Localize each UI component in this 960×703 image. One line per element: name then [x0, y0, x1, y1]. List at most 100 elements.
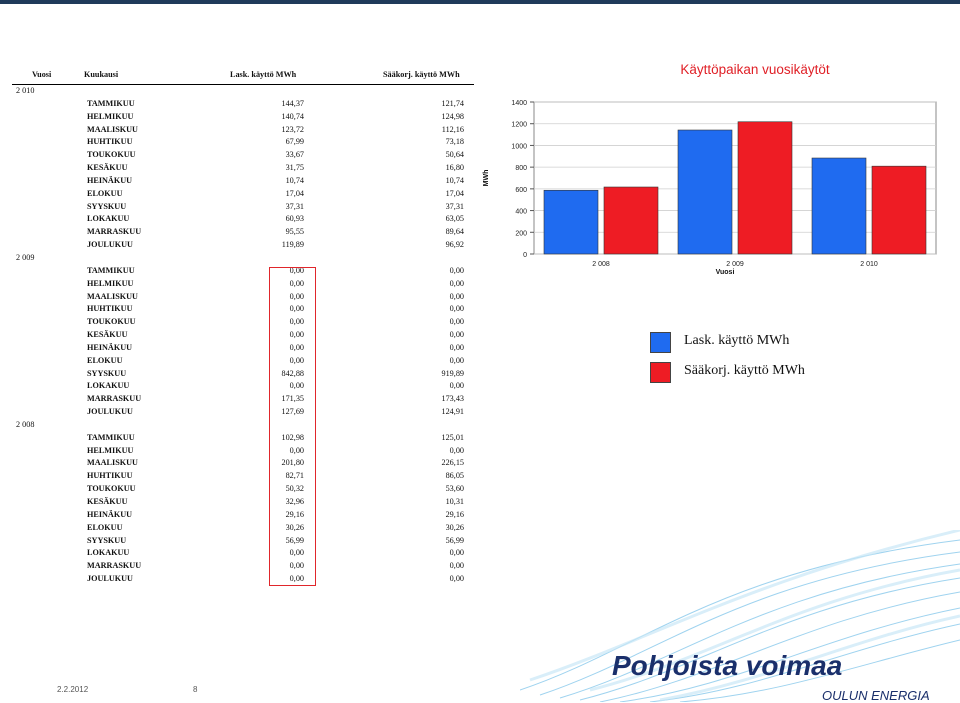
calc-usage-cell: 0,00	[289, 265, 304, 275]
month-cell: MAALISKUU	[87, 458, 138, 468]
calc-usage-cell: 0,00	[289, 548, 304, 558]
table-row: HELMIKUU 0,00 0,00	[12, 278, 474, 291]
calc-usage-cell: 30,26	[285, 522, 304, 532]
month-cell: HELMIKUU	[87, 445, 134, 455]
y-tick-label: 400	[515, 209, 527, 216]
calc-usage-cell: 171,35	[281, 394, 304, 404]
month-cell: ELOKUU	[87, 522, 123, 532]
corrected-usage-cell: 16,80	[445, 163, 464, 173]
month-cell: TAMMIKUU	[87, 265, 135, 275]
calc-usage-cell: 95,55	[285, 227, 304, 237]
legend-swatch-red	[650, 362, 671, 383]
year-row: 2 010	[12, 85, 474, 98]
x-tick-label: 2 009	[726, 261, 744, 268]
table-row: MAALISKUU 123,72 112,16	[12, 124, 474, 137]
corrected-usage-cell: 0,00	[449, 304, 464, 314]
corrected-usage-cell: 96,92	[445, 240, 464, 250]
x-tick-label: 2 010	[860, 261, 878, 268]
calc-usage-cell: 32,96	[285, 497, 304, 506]
calc-usage-cell: 140,74	[281, 111, 304, 121]
calc-usage-cell: 0,00	[289, 574, 304, 584]
calc-usage-cell: 0,00	[289, 445, 304, 455]
corrected-usage-cell: 50,64	[445, 150, 464, 160]
highlight-box	[269, 267, 316, 586]
month-cell: HEINÄKUU	[87, 342, 133, 352]
table-row: TOUKOKUU 33,67 50,64	[12, 149, 474, 162]
calc-usage-cell: 10,74	[285, 175, 304, 185]
calc-usage-cell: 82,71	[285, 471, 304, 481]
bar	[737, 121, 793, 255]
month-cell: SYYSKUU	[87, 368, 127, 378]
corrected-usage-cell: 56,99	[445, 535, 464, 545]
month-cell: MARRASKUU	[87, 394, 142, 404]
table-row: HEINÄKUU 10,74 10,74	[12, 175, 474, 188]
corrected-usage-cell: 226,15	[441, 458, 464, 468]
corrected-usage-cell: 0,00	[449, 445, 464, 455]
calc-usage-cell: 0,00	[289, 355, 304, 365]
year-label: 2 008	[16, 419, 35, 429]
bar	[677, 129, 733, 255]
y-tick-label: 0	[523, 252, 527, 259]
table-header: Vuosi Kuukausi Lask. käyttö MWh Sääkorj.…	[12, 67, 474, 85]
corrected-usage-cell: 0,00	[449, 355, 464, 365]
table-row: KESÄKUU 31,75 16,80	[12, 162, 474, 175]
plot-area	[533, 101, 937, 255]
corrected-usage-cell: 0,00	[449, 342, 464, 352]
table-row: HEINÄKUU 0,00 0,00	[12, 342, 474, 355]
table-row: MAALISKUU 201,80 226,15	[12, 457, 474, 470]
corrected-usage-cell: 73,18	[445, 137, 464, 147]
month-cell: MARRASKUU	[87, 561, 142, 571]
calc-usage-cell: 31,75	[285, 163, 304, 173]
corrected-usage-cell: 173,43	[441, 394, 464, 404]
table-row: TOUKOKUU 0,00 0,00	[12, 316, 474, 329]
table-row: TAMMIKUU 144,37 121,74	[12, 98, 474, 111]
calc-usage-cell: 56,99	[285, 535, 304, 545]
month-cell: HUHTIKUU	[87, 137, 133, 147]
corrected-usage-cell: 121,74	[441, 98, 464, 108]
calc-usage-cell: 67,99	[285, 137, 304, 147]
consumption-table: Vuosi Kuukausi Lask. käyttö MWh Sääkorj.…	[12, 67, 474, 586]
month-cell: SYYSKUU	[87, 201, 127, 211]
month-cell: LOKAKUU	[87, 548, 130, 558]
y-tick-label: 800	[515, 165, 527, 172]
table-row: TAMMIKUU 0,00 0,00	[12, 265, 474, 278]
table-row: HELMIKUU 140,74 124,98	[12, 111, 474, 124]
table-row: HEINÄKUU 29,16 29,16	[12, 509, 474, 522]
table-row: ELOKUU 0,00 0,00	[12, 355, 474, 368]
corrected-usage-cell: 37,31	[445, 201, 464, 211]
calc-usage-cell: 144,37	[281, 98, 304, 108]
header-year: Vuosi	[32, 70, 52, 79]
month-cell: MAALISKUU	[87, 124, 138, 134]
corrected-usage-cell: 0,00	[449, 317, 464, 327]
table-row: JOULUKUU 127,69 124,91	[12, 406, 474, 419]
y-tick-label: 1200	[511, 122, 527, 129]
month-cell: KESÄKUU	[87, 330, 128, 340]
calc-usage-cell: 102,98	[281, 432, 304, 442]
table-row: LOKAKUU 60,93 63,05	[12, 213, 474, 226]
month-cell: TOUKOKUU	[87, 150, 136, 160]
calc-usage-cell: 842,88	[281, 368, 304, 378]
corrected-usage-cell: 0,00	[449, 381, 464, 391]
month-cell: TAMMIKUU	[87, 432, 135, 442]
calc-usage-cell: 0,00	[289, 291, 304, 301]
calc-usage-cell: 127,69	[281, 407, 304, 417]
header-calc-usage: Lask. käyttö MWh	[230, 70, 297, 79]
calc-usage-cell: 33,67	[285, 150, 304, 160]
month-cell: MAALISKUU	[87, 291, 138, 301]
corrected-usage-cell: 0,00	[449, 548, 464, 558]
table-body: 2 010 TAMMIKUU 144,37 121,74 HELMIKUU 140,74 1…	[12, 85, 474, 586]
calc-usage-cell: 17,04	[285, 188, 304, 198]
corrected-usage-cell: 112,16	[441, 124, 464, 134]
month-cell: ELOKUU	[87, 188, 123, 198]
month-cell: SYYSKUU	[87, 535, 127, 545]
calc-usage-cell: 0,00	[289, 317, 304, 327]
month-cell: LOKAKUU	[87, 381, 130, 391]
table-row: JOULUKUU 119,89 96,92	[12, 239, 474, 252]
corrected-usage-cell: 0,00	[449, 574, 464, 584]
corrected-usage-cell: 124,91	[441, 407, 464, 417]
month-cell: KESÄKUU	[87, 163, 128, 173]
month-cell: JOULUKUU	[87, 240, 133, 250]
calc-usage-cell: 119,89	[281, 240, 304, 250]
month-cell: ELOKUU	[87, 355, 123, 365]
month-cell: LOKAKUU	[87, 214, 130, 224]
